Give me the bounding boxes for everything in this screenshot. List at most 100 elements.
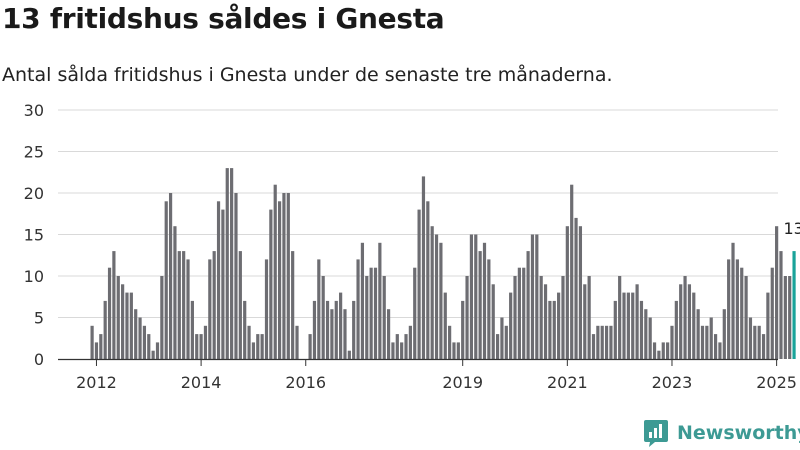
- x-tick-label: 2019: [442, 373, 483, 392]
- bar: [639, 300, 644, 359]
- bar: [286, 193, 290, 359]
- y-tick-label: 5: [34, 309, 44, 328]
- bar: [129, 292, 133, 359]
- bar: [670, 325, 674, 359]
- bar: [530, 234, 535, 359]
- bar: [365, 276, 369, 359]
- bar: [125, 292, 129, 359]
- bar: [495, 334, 500, 359]
- bar: [526, 251, 530, 359]
- bar: [452, 342, 456, 359]
- bar: [282, 193, 286, 359]
- y-tick-label: 20: [24, 184, 44, 203]
- bar: [509, 292, 513, 359]
- bar: [382, 276, 386, 359]
- bar: [626, 292, 630, 359]
- newsworthy-brand: Newsworthy: [643, 419, 800, 447]
- bar: [578, 226, 583, 359]
- bar: [788, 276, 792, 359]
- bar: [400, 342, 404, 359]
- brand-name: Newsworthy: [677, 422, 800, 444]
- last-value-annotation: 13: [783, 219, 800, 238]
- bar: [234, 193, 238, 359]
- bar: [421, 176, 426, 359]
- bar: [744, 276, 748, 359]
- bar: [164, 201, 168, 359]
- bar: [378, 242, 382, 359]
- bar: [683, 276, 687, 359]
- bar: [343, 309, 347, 359]
- bar: [251, 342, 256, 359]
- bar: [277, 201, 282, 359]
- bar: [408, 325, 412, 359]
- bar: [674, 300, 678, 359]
- bar: [687, 284, 692, 359]
- bar: [395, 334, 399, 359]
- bar: [469, 234, 474, 359]
- bar: [753, 325, 757, 359]
- bar: [142, 325, 147, 359]
- bar: [779, 251, 783, 359]
- bar: [652, 342, 657, 359]
- bar: [722, 309, 726, 359]
- bar: [735, 259, 739, 359]
- bar: [173, 226, 177, 359]
- bar: [740, 267, 744, 359]
- bar: [238, 251, 242, 359]
- bar: [334, 300, 338, 359]
- bar: [195, 334, 199, 359]
- bar: [321, 276, 325, 359]
- bar: [465, 276, 469, 359]
- bar: [618, 276, 622, 359]
- x-tick-label: 2014: [181, 373, 222, 392]
- bar: [604, 325, 609, 359]
- bar: [439, 242, 443, 359]
- x-tick-label: 2021: [547, 373, 588, 392]
- x-tick-label: 2023: [652, 373, 693, 392]
- bar: [426, 201, 430, 359]
- bar: [430, 226, 434, 359]
- bar: [208, 259, 212, 359]
- bar: [182, 251, 186, 359]
- bar: [644, 309, 648, 359]
- bar: [107, 267, 112, 359]
- bar: [583, 284, 587, 359]
- bar: [561, 276, 565, 359]
- x-tick-label: 2012: [76, 373, 117, 392]
- bar: [221, 209, 225, 359]
- bar: [648, 317, 652, 359]
- bar: [487, 259, 491, 359]
- bar: [147, 334, 151, 359]
- bar: [517, 267, 521, 359]
- bar: [705, 325, 709, 359]
- bar: [713, 334, 718, 359]
- bar: [369, 267, 373, 359]
- bar: [160, 276, 164, 359]
- bar: [373, 267, 378, 359]
- bar: [260, 334, 264, 359]
- bar: [478, 251, 482, 359]
- bar: [203, 325, 208, 359]
- bar: [456, 342, 460, 359]
- y-tick-label: 25: [24, 143, 44, 162]
- bar: [356, 259, 360, 359]
- bar: [574, 217, 578, 359]
- bar: [766, 292, 770, 359]
- bar: [347, 350, 351, 359]
- bar: [748, 317, 753, 359]
- bar: [631, 292, 635, 359]
- bar: [417, 209, 421, 359]
- bar: [212, 251, 216, 359]
- bar: [657, 350, 661, 359]
- chart-title: 13 fritidshus såldes i Gnesta: [2, 2, 445, 35]
- bar: [491, 284, 495, 359]
- bar: [325, 300, 330, 359]
- bar: [587, 276, 591, 359]
- bar: [103, 300, 107, 359]
- bar: [273, 184, 277, 359]
- bar: [474, 234, 478, 359]
- y-tick-label: 30: [24, 101, 44, 120]
- bar: [116, 276, 120, 359]
- bar: [718, 342, 722, 359]
